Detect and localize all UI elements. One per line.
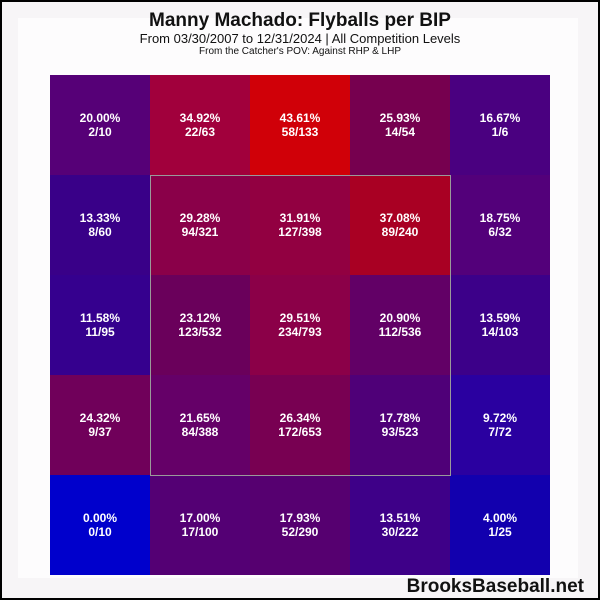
cell-fraction: 8/60 [88, 225, 112, 239]
heatmap-cell: 34.92% 22/63 [150, 75, 250, 175]
heatmap-cell: 43.61% 58/133 [250, 75, 350, 175]
cell-fraction: 58/133 [281, 125, 319, 139]
cell-percentage: 13.33% [79, 211, 121, 225]
cell-percentage: 17.00% [179, 511, 221, 525]
cell-fraction: 0/10 [88, 525, 112, 539]
cell-percentage: 0.00% [82, 511, 118, 525]
cell-percentage: 24.32% [79, 411, 121, 425]
cell-percentage: 34.92% [179, 111, 221, 125]
cell-percentage: 13.51% [379, 511, 421, 525]
chart-subtitle: From 03/30/2007 to 12/31/2024 | All Comp… [139, 31, 461, 46]
cell-fraction: 123/532 [178, 325, 222, 339]
heatmap-cell: 4.00% 1/25 [450, 475, 550, 575]
cell-fraction: 93/523 [381, 425, 419, 439]
cell-percentage: 43.61% [279, 111, 321, 125]
heatmap-cell: 24.32% 9/37 [50, 375, 150, 475]
cell-percentage: 18.75% [479, 211, 521, 225]
heatmap-cell: 21.65% 84/388 [150, 375, 250, 475]
heatmap-cell: 29.28% 94/321 [150, 175, 250, 275]
cell-percentage: 11.58% [79, 311, 121, 325]
heatmap-cell: 20.00% 2/10 [50, 75, 150, 175]
heatmap-grid: 20.00% 2/10 34.92% 22/63 43.61% 58/133 25.93% 1… [50, 75, 550, 575]
heatmap-cell: 23.12% 123/532 [150, 275, 250, 375]
cell-percentage: 4.00% [482, 511, 518, 525]
heatmap-cell: 25.93% 14/54 [350, 75, 450, 175]
heatmap-cell: 37.08% 89/240 [350, 175, 450, 275]
cell-fraction: 1/25 [488, 525, 512, 539]
heatmap-cell: 9.72% 7/72 [450, 375, 550, 475]
heatmap-cell: 17.93% 52/290 [250, 475, 350, 575]
heatmap-cell: 20.90% 112/536 [350, 275, 450, 375]
cell-fraction: 84/388 [181, 425, 219, 439]
heatmap-cell: 13.33% 8/60 [50, 175, 150, 275]
cell-percentage: 25.93% [379, 111, 421, 125]
cell-fraction: 14/54 [384, 125, 416, 139]
heatmap-cell: 18.75% 6/32 [450, 175, 550, 275]
cell-fraction: 2/10 [88, 125, 112, 139]
cell-fraction: 234/793 [278, 325, 322, 339]
cell-percentage: 17.93% [279, 511, 321, 525]
cell-fraction: 30/222 [381, 525, 419, 539]
cell-percentage: 21.65% [179, 411, 221, 425]
cell-percentage: 20.90% [379, 311, 421, 325]
cell-percentage: 29.28% [179, 211, 221, 225]
cell-percentage: 29.51% [279, 311, 321, 325]
cell-fraction: 89/240 [381, 225, 419, 239]
heatmap-cell: 11.58% 11/95 [50, 275, 150, 375]
cell-percentage: 9.72% [482, 411, 518, 425]
cell-percentage: 20.00% [79, 111, 121, 125]
heatmap-cell: 13.51% 30/222 [350, 475, 450, 575]
cell-fraction: 127/398 [278, 225, 322, 239]
cell-percentage: 17.78% [379, 411, 421, 425]
heatmap-cell: 16.67% 1/6 [450, 75, 550, 175]
heatmap-cell: 13.59% 14/103 [450, 275, 550, 375]
heatmap-cell: 17.78% 93/523 [350, 375, 450, 475]
cell-percentage: 31.91% [279, 211, 321, 225]
cell-fraction: 52/290 [281, 525, 319, 539]
heatmap-cell: 29.51% 234/793 [250, 275, 350, 375]
cell-fraction: 9/37 [88, 425, 112, 439]
cell-fraction: 112/536 [378, 325, 422, 339]
cell-fraction: 6/32 [488, 225, 512, 239]
cell-percentage: 13.59% [479, 311, 521, 325]
cell-fraction: 7/72 [488, 425, 512, 439]
cell-fraction: 172/653 [278, 425, 322, 439]
heatmap-cell: 26.34% 172/653 [250, 375, 350, 475]
cell-percentage: 16.67% [479, 111, 521, 125]
chart-title: Manny Machado: Flyballs per BIP [149, 10, 451, 31]
cell-fraction: 17/100 [181, 525, 219, 539]
cell-percentage: 26.34% [279, 411, 321, 425]
heatmap-cell: 0.00% 0/10 [50, 475, 150, 575]
cell-percentage: 37.08% [379, 211, 421, 225]
chart-pov-note: From the Catcher's POV: Against RHP & LH… [199, 46, 401, 57]
cell-fraction: 94/321 [181, 225, 219, 239]
brand-watermark: BrooksBaseball.net [406, 576, 584, 597]
heatmap-cell: 17.00% 17/100 [150, 475, 250, 575]
heatmap-cell: 31.91% 127/398 [250, 175, 350, 275]
cell-percentage: 23.12% [179, 311, 221, 325]
cell-fraction: 14/103 [481, 325, 519, 339]
cell-fraction: 22/63 [184, 125, 216, 139]
cell-fraction: 11/95 [85, 325, 115, 339]
cell-fraction: 1/6 [491, 125, 509, 139]
